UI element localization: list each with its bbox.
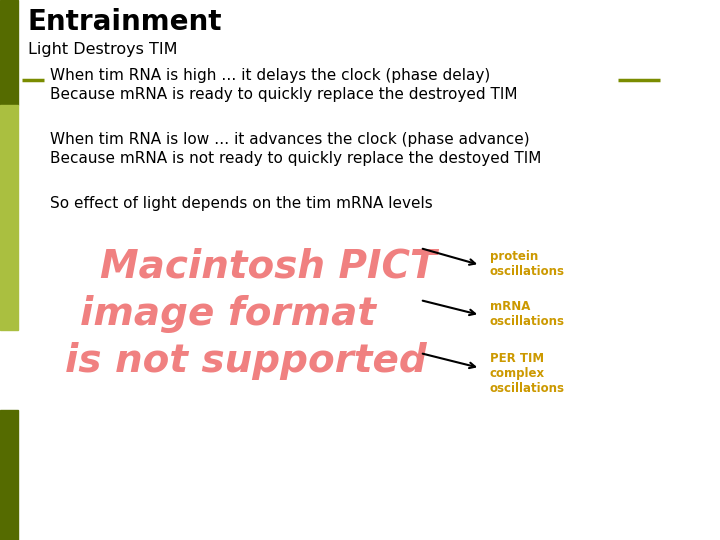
Bar bbox=[0, 0, 18, 105]
Text: is not supported: is not supported bbox=[65, 342, 427, 380]
Text: So effect of light depends on the tim mRNA levels: So effect of light depends on the tim mR… bbox=[50, 196, 433, 211]
Text: protein
oscillations: protein oscillations bbox=[490, 250, 565, 278]
Text: image format: image format bbox=[80, 295, 376, 333]
Text: PER TIM
complex
oscillations: PER TIM complex oscillations bbox=[490, 352, 565, 395]
Text: Entrainment: Entrainment bbox=[28, 8, 222, 36]
Text: Because mRNA is not ready to quickly replace the destoyed TIM: Because mRNA is not ready to quickly rep… bbox=[50, 151, 541, 166]
Text: When tim RNA is low … it advances the clock (phase advance): When tim RNA is low … it advances the cl… bbox=[50, 132, 530, 147]
Text: Light Destroys TIM: Light Destroys TIM bbox=[28, 42, 178, 57]
Text: Because mRNA is ready to quickly replace the destroyed TIM: Because mRNA is ready to quickly replace… bbox=[50, 87, 518, 102]
Bar bbox=[0, 105, 18, 330]
Text: mRNA
oscillations: mRNA oscillations bbox=[490, 300, 565, 328]
Bar bbox=[0, 410, 18, 540]
Text: Macintosh PICT: Macintosh PICT bbox=[100, 248, 436, 286]
Text: When tim RNA is high … it delays the clock (phase delay): When tim RNA is high … it delays the clo… bbox=[50, 68, 490, 83]
